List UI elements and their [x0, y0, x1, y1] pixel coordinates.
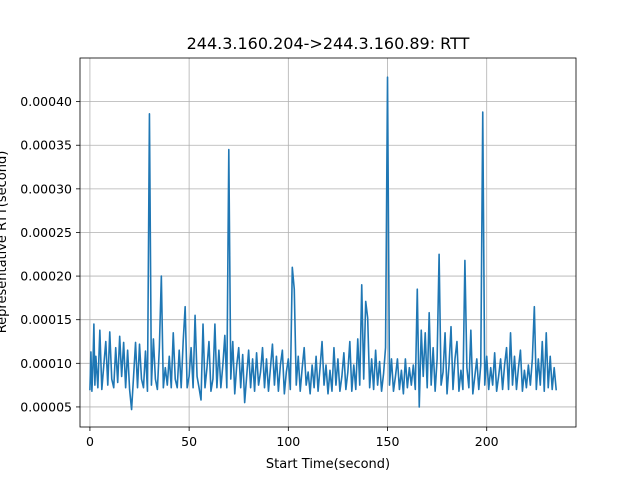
x-tick-label: 150 [376, 434, 400, 449]
x-tick-label: 50 [181, 434, 197, 449]
y-tick-label: 0.00010 [20, 356, 72, 371]
x-tick-label: 200 [475, 434, 499, 449]
x-tick-label: 100 [276, 434, 300, 449]
y-tick-label: 0.00035 [20, 138, 72, 153]
x-axis: 0 50 100 150 200 [86, 427, 499, 449]
y-tick-label: 0.00020 [20, 269, 72, 284]
y-tick-label: 0.00005 [20, 399, 72, 414]
chart-title: 244.3.160.204->244.3.160.89: RTT [187, 34, 470, 53]
rtt-series-line [89, 76, 558, 411]
plot-frame [79, 57, 577, 428]
y-axis: 0.00005 0.00010 0.00015 0.00020 0.00025 0.000… [20, 94, 80, 414]
x-axis-label: Start Time(second) [266, 457, 390, 472]
y-axis-label: Representative RTT(second) [0, 151, 10, 334]
y-tick-label: 0.00015 [20, 312, 72, 327]
y-tick-label: 0.00030 [20, 181, 72, 196]
y-tick-label: 0.00025 [20, 225, 72, 240]
x-tick-label: 0 [86, 434, 94, 449]
y-tick-label: 0.00040 [20, 94, 72, 109]
